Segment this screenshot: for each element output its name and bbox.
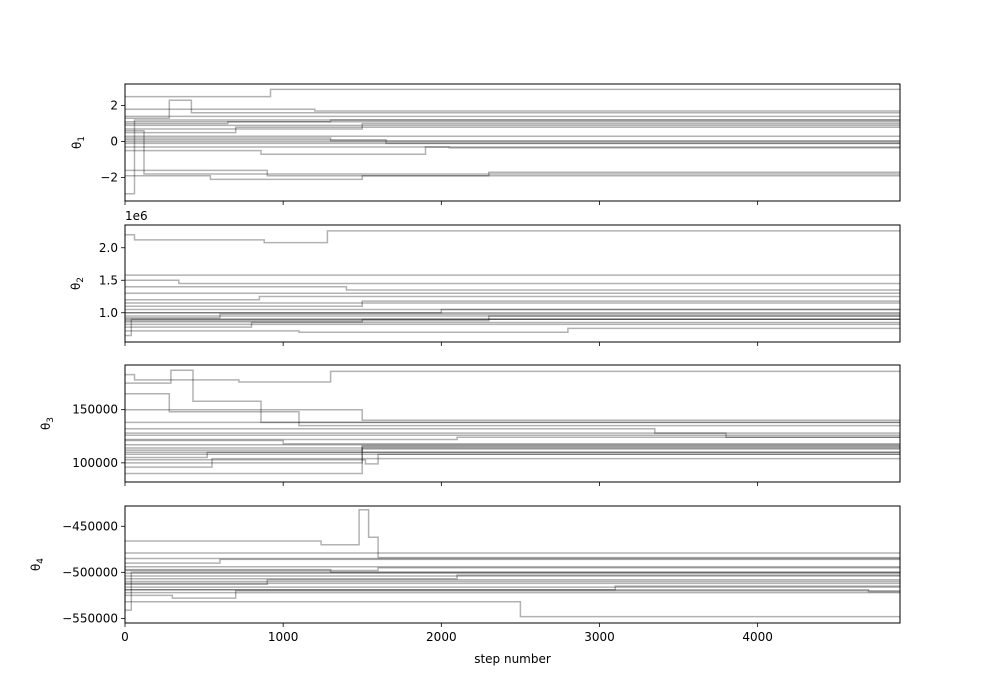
x-tick-label: 3000 [584,630,615,644]
walker-trace-16 [125,108,900,112]
x-axis-label: step number [474,652,551,666]
walker-trace-14 [125,175,900,181]
walker-trace-1 [125,88,900,98]
walker-trace-19 [125,137,900,142]
walker-trace-17 [125,457,900,468]
walker-trace-4 [125,121,900,125]
walker-trace-8 [125,439,900,445]
walker-trace-8 [125,300,900,308]
y-tick-label: 100000 [72,456,118,470]
walker-trace-7 [125,126,900,134]
y-tick-label: −550000 [62,611,118,625]
x-tick-label: 1000 [268,630,299,644]
walker-trace-6 [125,428,900,434]
walker-trace-13 [125,130,900,175]
walker-trace-16 [125,446,900,464]
walker-trace-12 [125,313,900,319]
walker-trace-15 [125,590,900,599]
walker-trace-17 [125,327,900,334]
walker-trace-18 [125,119,900,195]
trace-panels: −2 0 2 θ1 1.0 1.5 2.0 1e6 θ2 100000 150000 θ3 −55000… [29,83,901,644]
axes-frame [124,83,901,202]
walker-traces [125,88,900,195]
y-tick-label: −2 [100,171,118,185]
walker-trace-13 [125,585,900,591]
y-tick-label: 1.5 [99,273,118,287]
y-tick-label: 0 [110,135,118,149]
panel-theta-4: −550000 −500000 −450000 0 1000 2000 3000 4000 θ4 [29,505,901,644]
y-offset-label: 1e6 [125,209,148,223]
panel-theta-1: −2 0 2 θ1 [70,83,901,205]
x-tick-label: 2000 [426,630,457,644]
walker-trace-4 [125,286,900,291]
walker-trace-19 [125,568,900,574]
walker-trace-11 [125,146,900,149]
y-axis-label: θ2 [69,277,86,290]
walker-trace-3 [125,279,900,285]
axes-frame [124,224,901,343]
y-axis-label: θ4 [29,558,46,571]
walker-traces [125,508,900,618]
walker-trace-15 [125,453,900,465]
panel-theta-2: 1.0 1.5 2.0 1e6 θ2 [69,209,901,346]
y-tick-label: 150000 [72,403,118,417]
walker-trace-1 [125,370,900,383]
walker-trace-3 [125,119,900,123]
walker-trace-17 [125,571,900,611]
walker-trace-15 [125,169,900,177]
walker-trace-16 [125,321,900,328]
axes-frame [124,505,901,624]
walker-trace-6 [125,566,900,572]
walker-trace-20 [125,315,900,322]
x-tick-label: 4000 [742,630,773,644]
walker-trace-12 [125,146,900,155]
walker-trace-18 [125,318,900,337]
panel-theta-3: 100000 150000 θ3 [39,364,901,486]
walker-trace-6 [125,122,900,130]
y-tick-label: 2 [110,99,118,113]
walker-trace-20 [125,589,900,593]
walker-trace-1 [125,508,900,559]
walker-trace-10 [125,308,900,314]
y-tick-label: −500000 [62,565,118,579]
walker-trace-2 [125,369,900,424]
y-axis-label: θ3 [39,417,56,430]
y-tick-label: 1.0 [99,306,118,320]
axes-frame [124,364,901,483]
walker-trace-20 [125,432,900,439]
walker-trace-14 [125,318,900,323]
walker-trace-1 [125,230,900,244]
walker-trace-4 [125,558,900,564]
walker-trace-16 [125,601,900,618]
walker-trace-18 [125,445,900,475]
x-tick-label: 0 [121,630,129,644]
walker-trace-9 [125,139,900,145]
walker-trace-2 [125,99,900,119]
y-tick-label: 2.0 [99,241,118,255]
walker-trace-11 [125,578,900,586]
walker-trace-3 [125,392,900,427]
y-axis-label: θ1 [70,136,87,149]
walker-traces [125,230,900,337]
walker-traces [125,369,900,475]
walker-trace-14 [125,451,900,459]
walker-trace-6 [125,295,900,301]
walker-trace-4 [125,408,900,422]
walker-trace-9 [125,574,900,580]
walker-trace-11 [125,448,900,451]
walker-trace-19 [125,436,900,441]
y-tick-label: −450000 [62,519,118,533]
